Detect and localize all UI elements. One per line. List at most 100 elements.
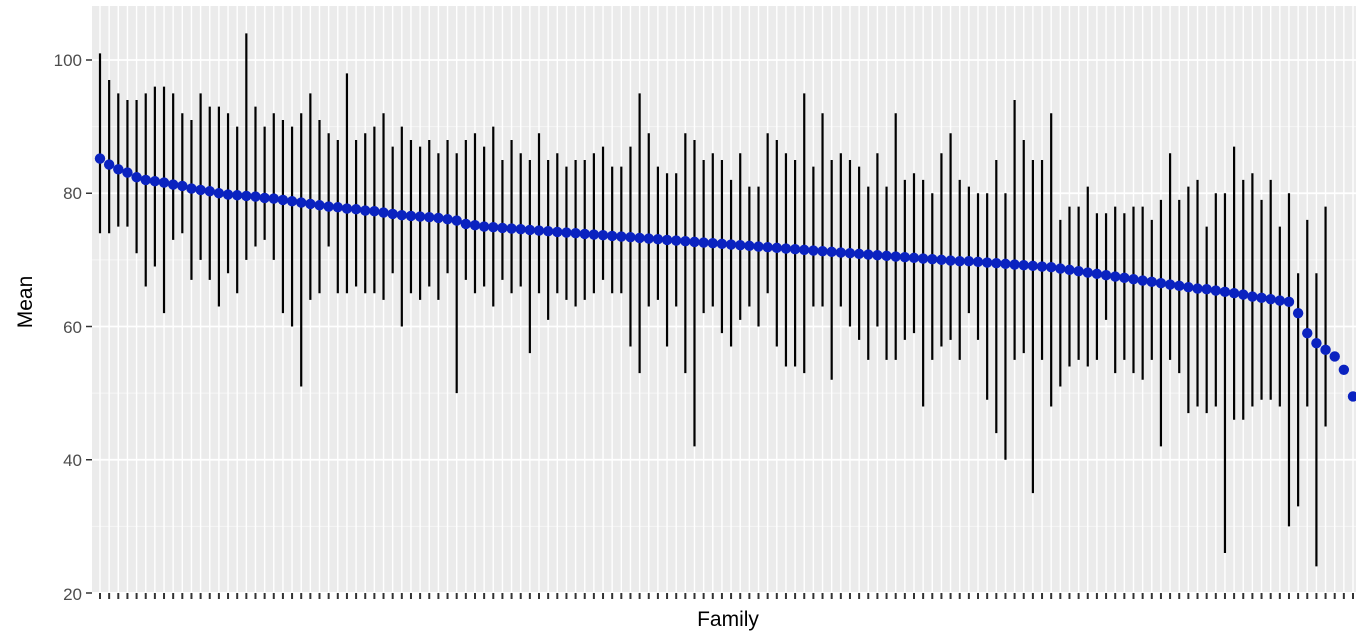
- y-axis: 20 40 60 80 100: [54, 51, 92, 604]
- mean-point: [442, 214, 453, 225]
- mean-point: [433, 212, 444, 224]
- mean-point: [296, 197, 307, 208]
- mean-point: [643, 233, 654, 244]
- mean-point: [1347, 391, 1356, 402]
- mean-point: [972, 256, 984, 268]
- mean-point: [250, 191, 261, 202]
- mean-point: [945, 255, 956, 266]
- mean-point: [890, 251, 901, 262]
- mean-point: [177, 180, 188, 192]
- mean-point: [1228, 287, 1240, 299]
- mean-point: [524, 224, 536, 236]
- mean-point: [927, 254, 938, 265]
- mean-points: [94, 153, 1356, 402]
- mean-point: [231, 190, 243, 201]
- mean-point: [1311, 337, 1322, 349]
- mean-point: [122, 167, 133, 178]
- mean-point: [780, 243, 792, 254]
- mean-point: [744, 240, 755, 252]
- y-tick-label-20: 20: [63, 585, 82, 604]
- mean-point: [1009, 259, 1020, 270]
- mean-point: [332, 202, 343, 213]
- mean-point: [1027, 260, 1039, 272]
- x-axis-title: Family: [697, 608, 759, 631]
- mean-point: [533, 225, 545, 236]
- mean-point: [853, 248, 865, 260]
- mean-point: [451, 215, 462, 226]
- panel-background: [92, 6, 1356, 592]
- mean-point: [286, 196, 298, 207]
- mean-point: [1183, 281, 1194, 293]
- mean-point: [908, 252, 920, 264]
- mean-point: [515, 224, 526, 235]
- y-tick-label-80: 80: [63, 184, 82, 203]
- mean-point: [341, 203, 353, 214]
- mean-point: [1018, 260, 1029, 271]
- mean-point: [1119, 272, 1130, 284]
- mean-point: [689, 236, 700, 248]
- mean-point: [1292, 307, 1304, 319]
- mean-point: [670, 235, 682, 246]
- mean-point: [799, 244, 810, 256]
- mean-point: [680, 236, 691, 247]
- mean-point: [1036, 261, 1048, 272]
- mean-point: [625, 232, 636, 243]
- mean-point: [1110, 271, 1121, 282]
- mean-point: [707, 238, 718, 249]
- mean-point: [94, 153, 106, 164]
- mean-point: [579, 228, 590, 240]
- mean-point: [552, 226, 563, 238]
- mean-point: [698, 237, 709, 248]
- mean-point: [789, 244, 801, 255]
- mean-point: [414, 211, 426, 222]
- mean-point: [1238, 289, 1249, 300]
- mean-point: [1320, 344, 1331, 356]
- mean-point: [149, 176, 161, 187]
- y-tick-label-60: 60: [63, 318, 82, 337]
- mean-point: [506, 223, 517, 234]
- mean-point: [1128, 273, 1139, 285]
- mean-point: [497, 222, 508, 234]
- mean-point: [936, 254, 947, 266]
- mean-point: [844, 248, 856, 259]
- mean-point: [762, 242, 773, 253]
- mean-point: [460, 218, 472, 230]
- mean-point: [1256, 292, 1267, 304]
- mean-point: [1192, 283, 1203, 294]
- mean-point: [1000, 258, 1011, 270]
- mean-point: [186, 183, 197, 194]
- mean-point: [1210, 285, 1222, 296]
- mean-point: [1219, 286, 1231, 298]
- mean-point: [1283, 296, 1295, 308]
- mean-point: [195, 184, 206, 196]
- mean-point: [1146, 276, 1157, 288]
- mean-point: [1137, 275, 1148, 286]
- mean-point: [268, 193, 279, 204]
- mean-point: [899, 252, 911, 263]
- mean-point: [1155, 277, 1167, 289]
- mean-point: [1274, 295, 1286, 306]
- mean-point: [314, 200, 325, 211]
- mean-point: [808, 245, 819, 256]
- mean-point: [1073, 266, 1084, 277]
- x-ticks: [99, 593, 1354, 599]
- mean-point: [991, 258, 1002, 269]
- mean-point: [378, 207, 389, 218]
- mean-point: [424, 212, 435, 223]
- mean-point: [826, 246, 837, 258]
- mean-point: [1164, 279, 1176, 290]
- mean-point: [488, 222, 499, 233]
- mean-point: [478, 221, 490, 232]
- mean-point: [771, 242, 783, 254]
- mean-point: [817, 246, 828, 257]
- mean-point: [387, 208, 398, 220]
- y-tick-label-100: 100: [54, 51, 82, 70]
- mean-point: [323, 201, 334, 212]
- mean-point: [1091, 268, 1103, 280]
- mean-point: [360, 205, 371, 216]
- mean-point: [158, 177, 170, 188]
- mean-point: [634, 232, 645, 244]
- mean-point: [954, 256, 965, 267]
- mean-point: [616, 231, 627, 242]
